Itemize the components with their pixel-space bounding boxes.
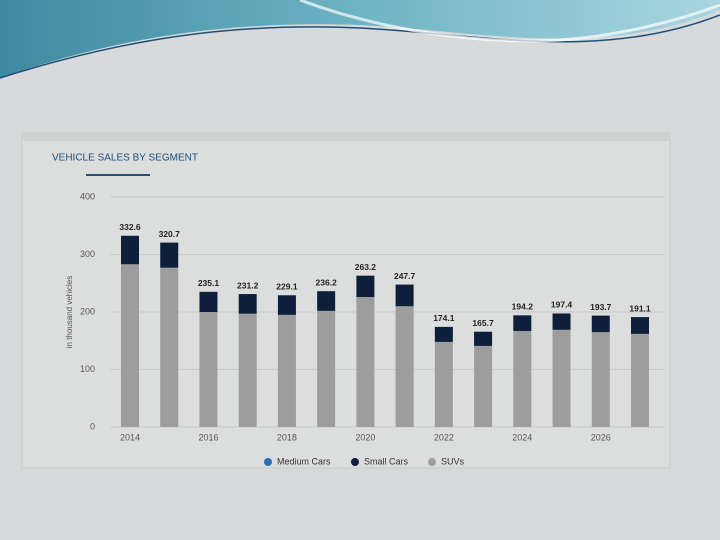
total-label: 197.4 (551, 300, 573, 310)
total-label: 231.2 (237, 280, 259, 290)
bar-segment (121, 235, 139, 265)
total-label: 263.2 (355, 262, 377, 272)
y-tick-label: 400 (80, 191, 95, 201)
legend-label: Small Cars (364, 456, 409, 466)
panel-top (22, 133, 670, 141)
total-label: 235.1 (198, 278, 220, 288)
chart-title: VEHICLE SALES BY SEGMENT (52, 153, 198, 164)
legend-label: Medium Cars (277, 456, 331, 466)
bar-segment (513, 330, 532, 427)
x-tick-label: 2020 (355, 432, 375, 442)
bar-segment (199, 312, 218, 427)
x-tick-label: 2014 (120, 432, 140, 442)
total-label: 236.2 (316, 277, 338, 287)
bar-segment (317, 291, 336, 311)
bar-segment (552, 329, 571, 427)
total-label: 320.7 (159, 229, 181, 239)
bar-segment (631, 317, 649, 334)
x-tick-label: 2022 (434, 432, 454, 442)
total-label: 194.2 (512, 302, 534, 312)
legend-marker (351, 458, 359, 466)
bar-segment (199, 291, 218, 312)
bar-segment (552, 313, 571, 330)
total-label: 332.6 (119, 222, 141, 232)
bar-segment (395, 284, 414, 307)
wave-highlight (299, 0, 720, 43)
bar-segment (631, 333, 649, 427)
total-label: 191.1 (629, 303, 651, 313)
bar-segment (317, 310, 336, 427)
bar-segment (395, 306, 414, 427)
bar-segment (121, 264, 139, 427)
x-tick-label: 2018 (277, 432, 297, 442)
y-tick-label: 0 (90, 421, 95, 431)
legend-marker (264, 458, 272, 466)
wave-line (0, 14, 720, 79)
total-label: 247.7 (394, 271, 416, 281)
bar-segment (277, 295, 296, 315)
chart-panel (21, 132, 671, 469)
y-tick-label: 100 (80, 364, 95, 374)
y-axis-title: in thousand vehicles (65, 276, 74, 349)
bar-segment (434, 341, 453, 427)
legend-label: SUVs (441, 456, 465, 466)
x-tick-label: 2026 (591, 432, 611, 442)
total-label: 165.7 (472, 318, 494, 328)
bar-segment (591, 332, 610, 427)
x-tick-label: 2016 (198, 432, 218, 442)
y-tick-label: 300 (80, 249, 95, 259)
bar-segment (474, 345, 493, 427)
bar-segment (356, 275, 375, 298)
bar-segment (591, 315, 610, 333)
bar-segment (277, 314, 296, 427)
y-tick-label: 200 (80, 306, 95, 316)
total-label: 193.7 (590, 302, 612, 312)
x-tick-label: 2024 (512, 432, 532, 442)
bar-segment (513, 315, 532, 331)
bar-segment (356, 297, 375, 427)
bar-segment (238, 313, 257, 427)
total-label: 229.1 (276, 282, 298, 292)
header-wave (0, 0, 720, 78)
bar-segment (434, 326, 453, 342)
total-label: 174.1 (433, 313, 455, 323)
legend-marker (428, 458, 436, 466)
bar-segment (160, 267, 179, 427)
bar-segment (160, 242, 179, 268)
bar-segment (238, 294, 257, 314)
bar-segment (474, 331, 493, 346)
